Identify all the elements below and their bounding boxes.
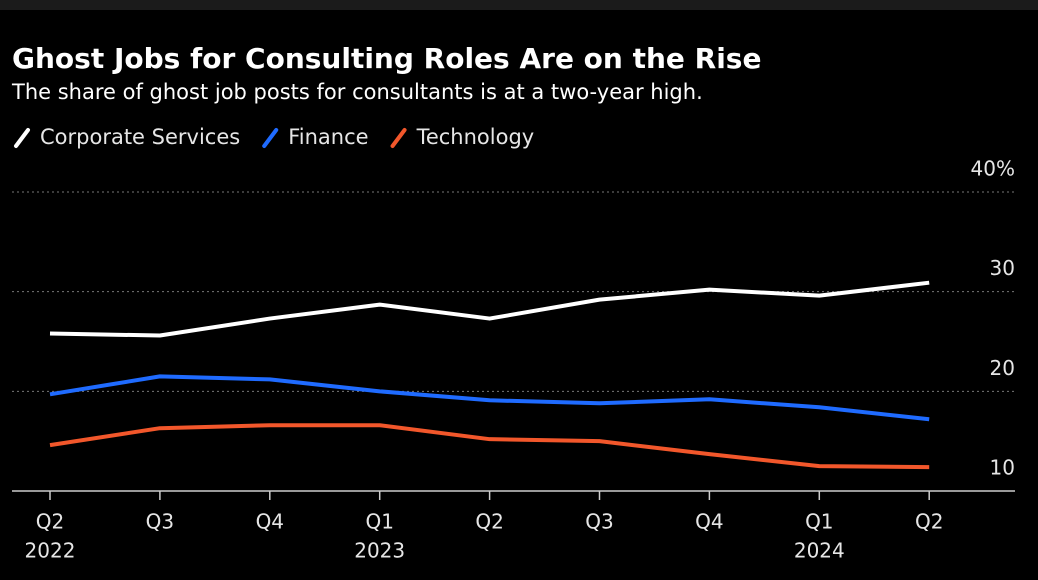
x-tick-label: Q2 bbox=[475, 510, 503, 534]
series-line bbox=[49, 280, 930, 338]
x-tick-label: Q1 bbox=[365, 510, 393, 534]
x-tick-label: Q2 bbox=[36, 510, 64, 534]
series-line bbox=[49, 423, 930, 470]
x-year-label: 2022 bbox=[25, 539, 76, 563]
legend-label: Finance bbox=[288, 125, 368, 149]
x-tick-label: Q4 bbox=[256, 510, 284, 534]
legend-swatch bbox=[262, 128, 279, 148]
x-tick-label: Q1 bbox=[805, 510, 833, 534]
legend-label: Technology bbox=[416, 125, 535, 149]
legend-label: Corporate Services bbox=[40, 125, 240, 149]
y-tick-label: 30 bbox=[990, 256, 1015, 280]
x-tick-label: Q3 bbox=[585, 510, 613, 534]
y-tick-label: 40% bbox=[971, 157, 1015, 181]
chart-subtitle: The share of ghost job posts for consult… bbox=[11, 80, 703, 104]
x-year-label: 2024 bbox=[794, 539, 845, 563]
top-bar bbox=[0, 0, 1038, 10]
chart-title: Ghost Jobs for Consulting Roles Are on t… bbox=[12, 42, 761, 75]
x-tick-label: Q4 bbox=[695, 510, 723, 534]
legend-swatch bbox=[390, 128, 407, 148]
y-tick-label: 10 bbox=[990, 456, 1015, 480]
series-line bbox=[49, 374, 930, 422]
y-tick-label: 20 bbox=[990, 356, 1015, 380]
legend: Corporate Services Finance Technology bbox=[14, 125, 535, 149]
x-year-label: 2023 bbox=[354, 539, 405, 563]
legend-swatch bbox=[14, 128, 30, 148]
x-tick-label: Q2 bbox=[915, 510, 943, 534]
x-tick-label: Q3 bbox=[146, 510, 174, 534]
